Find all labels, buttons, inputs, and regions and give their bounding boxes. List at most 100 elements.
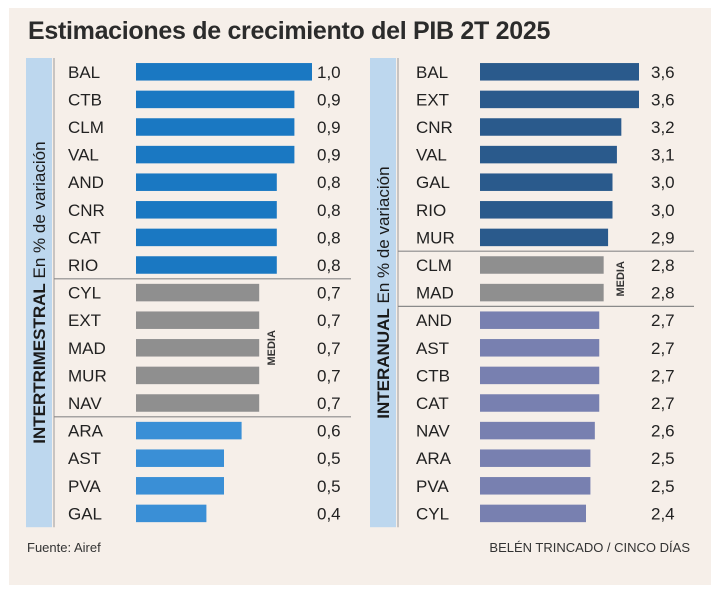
bar xyxy=(480,173,613,191)
bar xyxy=(136,173,277,191)
category-label: EXT xyxy=(68,311,101,330)
value-label: 0,8 xyxy=(317,228,341,247)
intertrimestral-chart: INTERTRIMESTRAL En % de variación BAL 1,0 C… xyxy=(26,58,351,528)
category-label: CTB xyxy=(416,366,450,385)
category-label: AND xyxy=(416,311,452,330)
bar xyxy=(136,256,277,274)
category-label: VAL xyxy=(416,146,447,165)
category-label: AND xyxy=(68,173,104,192)
bar xyxy=(480,477,591,495)
category-label: BAL xyxy=(68,63,100,82)
value-label: 2,6 xyxy=(651,422,675,441)
value-label: 0,7 xyxy=(317,366,341,385)
axis-label: INTERTRIMESTRAL En % de variación xyxy=(30,141,49,443)
bar xyxy=(480,201,613,219)
category-label: PVA xyxy=(68,477,101,496)
bar xyxy=(480,311,600,329)
category-label: MAD xyxy=(416,284,454,303)
value-label: 2,8 xyxy=(651,256,675,275)
value-label: 3,6 xyxy=(651,63,675,82)
category-label: VAL xyxy=(68,146,99,165)
value-label: 0,9 xyxy=(317,118,341,137)
value-label: 2,7 xyxy=(651,311,675,330)
chart-title: Estimaciones de crecimiento del PIB 2T 2… xyxy=(28,17,551,45)
bar xyxy=(136,339,260,357)
value-label: 3,6 xyxy=(651,90,675,109)
category-label: MAD xyxy=(68,339,106,358)
bar xyxy=(136,477,224,495)
category-label: MUR xyxy=(68,366,107,385)
value-label: 0,7 xyxy=(317,394,341,413)
source-note: Fuente: Airef xyxy=(27,540,101,555)
bar xyxy=(136,118,295,136)
category-label: NAV xyxy=(68,394,102,413)
bar xyxy=(136,201,277,219)
value-label: 0,9 xyxy=(317,146,341,165)
bar xyxy=(480,449,591,467)
bar xyxy=(480,421,595,440)
bar xyxy=(136,90,295,109)
bar xyxy=(480,366,600,385)
value-label: 2,9 xyxy=(651,228,675,247)
category-label: CYL xyxy=(416,504,449,523)
value-label: 1,0 xyxy=(317,63,341,82)
bar xyxy=(480,256,604,274)
value-label: 0,9 xyxy=(317,90,341,109)
bar xyxy=(480,283,604,302)
value-label: 0,7 xyxy=(317,339,341,358)
bar xyxy=(136,421,242,440)
value-label: 3,0 xyxy=(651,201,675,220)
bar xyxy=(136,283,260,302)
category-label: CLM xyxy=(416,256,452,275)
value-label: 0,7 xyxy=(317,284,341,303)
category-label: EXT xyxy=(416,90,449,109)
axis-label-rest: En % de variación xyxy=(374,166,393,308)
axis-band xyxy=(370,58,396,528)
bar xyxy=(480,118,622,136)
category-label: MUR xyxy=(416,228,455,247)
value-label: 2,8 xyxy=(651,284,675,303)
credit-note: BELÉN TRINCADO / CINCO DÍAS xyxy=(489,540,690,555)
bar xyxy=(480,90,639,109)
category-label: CNR xyxy=(68,201,105,220)
value-label: 3,0 xyxy=(651,173,675,192)
category-label: ARA xyxy=(68,422,104,441)
bar xyxy=(136,228,277,247)
bar xyxy=(136,394,260,412)
category-label: GAL xyxy=(416,173,450,192)
category-label: BAL xyxy=(416,63,448,82)
value-label: 0,4 xyxy=(317,504,341,523)
category-label: CLM xyxy=(68,118,104,137)
axis-label-bold: INTERANUAL xyxy=(374,308,393,419)
value-label: 0,5 xyxy=(317,449,341,468)
value-label: 0,6 xyxy=(317,422,341,441)
value-label: 3,1 xyxy=(651,146,675,165)
category-label: NAV xyxy=(416,422,450,441)
category-label: CAT xyxy=(68,228,101,247)
value-label: 2,7 xyxy=(651,339,675,358)
category-label: RIO xyxy=(68,256,98,275)
bar xyxy=(136,366,260,385)
bar xyxy=(480,228,609,247)
bar xyxy=(480,339,600,357)
bar xyxy=(136,311,260,329)
category-label: CYL xyxy=(68,284,101,303)
category-label: CAT xyxy=(416,394,449,413)
value-label: 3,2 xyxy=(651,118,675,137)
media-label: MEDIA xyxy=(615,261,627,297)
value-label: 2,4 xyxy=(651,504,675,523)
category-label: AST xyxy=(68,449,101,468)
value-label: 2,7 xyxy=(651,394,675,413)
value-label: 2,5 xyxy=(651,477,675,496)
category-label: CTB xyxy=(68,90,102,109)
axis-band xyxy=(26,58,52,528)
axis-label-rest: En % de variación xyxy=(30,141,49,283)
bar xyxy=(136,449,224,467)
category-label: AST xyxy=(416,339,449,358)
value-label: 2,7 xyxy=(651,366,675,385)
axis-label-bold: INTERTRIMESTRAL xyxy=(30,283,49,444)
value-label: 0,8 xyxy=(317,173,341,192)
bar xyxy=(480,394,600,412)
value-label: 0,5 xyxy=(317,477,341,496)
